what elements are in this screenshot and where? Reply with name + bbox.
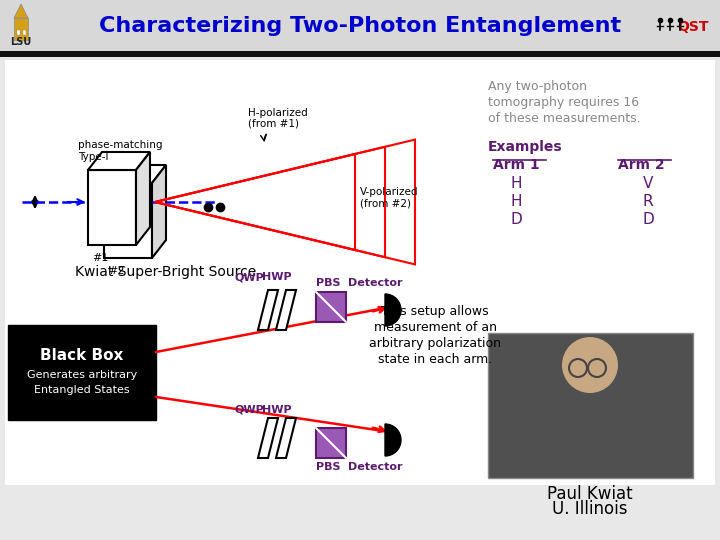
Text: tomography requires 16: tomography requires 16	[488, 96, 639, 109]
Text: D: D	[642, 212, 654, 227]
Bar	[0, 0, 720, 52]
Text: #2: #2	[108, 266, 125, 276]
Bar	[488, 333, 693, 478]
Bar	[17, 30, 20, 35]
Text: This setup allows: This setup allows	[381, 305, 489, 318]
Circle shape	[562, 337, 618, 393]
Text: V: V	[643, 176, 653, 191]
Text: state in each arm.: state in each arm.	[378, 353, 492, 366]
Polygon shape	[104, 165, 166, 183]
Text: #1: #1	[92, 253, 109, 263]
Text: H: H	[510, 194, 522, 209]
Bar	[5, 60, 715, 485]
Text: Paul Kwiat: Paul Kwiat	[547, 485, 633, 503]
Bar	[8, 325, 156, 420]
Wedge shape	[385, 294, 401, 326]
Text: (from #1): (from #1)	[248, 119, 299, 129]
Text: U. Illinois: U. Illinois	[552, 500, 628, 518]
Polygon shape	[316, 428, 346, 458]
Text: D: D	[510, 212, 522, 227]
Text: Type-I: Type-I	[78, 152, 109, 162]
Text: Any two-photon: Any two-photon	[488, 80, 587, 93]
Text: HWP: HWP	[262, 272, 292, 282]
Text: LSU: LSU	[10, 37, 32, 47]
Text: measurement of an: measurement of an	[374, 321, 497, 334]
Polygon shape	[136, 152, 150, 245]
Text: PBS: PBS	[316, 462, 341, 472]
Polygon shape	[316, 292, 346, 322]
Text: QST: QST	[678, 20, 708, 34]
Text: QWP: QWP	[234, 405, 264, 415]
Text: Examples: Examples	[488, 140, 562, 154]
Bar	[14, 18, 28, 40]
Text: Kwiat Super-Bright Source: Kwiat Super-Bright Source	[75, 265, 256, 279]
Text: H: H	[510, 176, 522, 191]
Bar	[88, 170, 136, 245]
Polygon shape	[258, 290, 278, 330]
Text: R: R	[643, 194, 653, 209]
Bar	[104, 183, 152, 258]
Text: QWP: QWP	[234, 272, 264, 282]
Text: Black Box: Black Box	[40, 348, 124, 362]
Text: phase-matching: phase-matching	[78, 140, 163, 150]
Text: Detector: Detector	[348, 278, 402, 288]
Text: V-polarized: V-polarized	[360, 187, 418, 197]
Text: PBS: PBS	[316, 278, 341, 288]
Text: HWP: HWP	[262, 405, 292, 415]
Polygon shape	[276, 290, 296, 330]
Polygon shape	[14, 4, 28, 18]
Text: Entangled States: Entangled States	[34, 385, 130, 395]
Polygon shape	[152, 165, 166, 258]
Polygon shape	[276, 418, 296, 458]
Text: H-polarized: H-polarized	[248, 108, 307, 118]
Bar	[0, 51, 720, 57]
Text: Generates arbitrary: Generates arbitrary	[27, 370, 137, 380]
Text: Characterizing Two-Photon Entanglement: Characterizing Two-Photon Entanglement	[99, 16, 621, 36]
Text: Arm 1: Arm 1	[493, 158, 539, 172]
Text: arbitrary polarization: arbitrary polarization	[369, 337, 501, 350]
Bar	[23, 30, 26, 35]
Text: Arm 2: Arm 2	[618, 158, 665, 172]
Text: of these measurements.: of these measurements.	[488, 112, 641, 125]
Text: (from #2): (from #2)	[360, 199, 411, 209]
Polygon shape	[258, 418, 278, 458]
Text: Detector: Detector	[348, 462, 402, 472]
Wedge shape	[385, 424, 401, 456]
Polygon shape	[88, 152, 150, 170]
